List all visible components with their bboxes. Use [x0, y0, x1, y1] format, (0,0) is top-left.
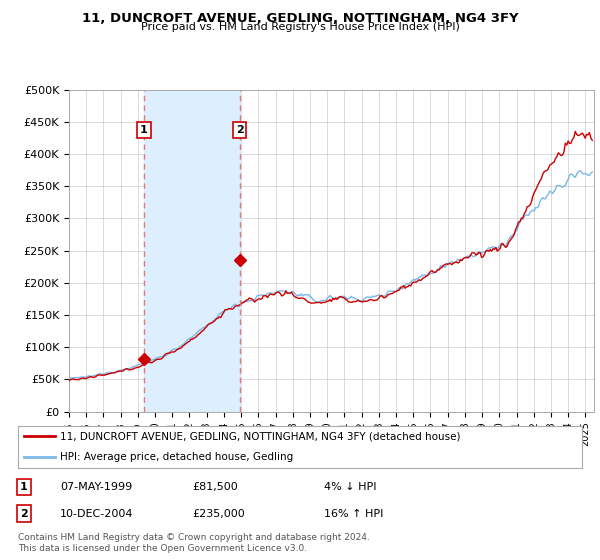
Text: HPI: Average price, detached house, Gedling: HPI: Average price, detached house, Gedl…	[60, 452, 293, 462]
Text: 10-DEC-2004: 10-DEC-2004	[60, 508, 133, 519]
Text: 11, DUNCROFT AVENUE, GEDLING, NOTTINGHAM, NG4 3FY: 11, DUNCROFT AVENUE, GEDLING, NOTTINGHAM…	[82, 12, 518, 25]
Text: 2: 2	[236, 125, 244, 135]
Text: £235,000: £235,000	[192, 508, 245, 519]
Text: 07-MAY-1999: 07-MAY-1999	[60, 482, 132, 492]
Text: 1: 1	[140, 125, 148, 135]
Text: Price paid vs. HM Land Registry's House Price Index (HPI): Price paid vs. HM Land Registry's House …	[140, 22, 460, 32]
Text: Contains HM Land Registry data © Crown copyright and database right 2024.
This d: Contains HM Land Registry data © Crown c…	[18, 533, 370, 553]
Text: 4% ↓ HPI: 4% ↓ HPI	[324, 482, 377, 492]
Text: 11, DUNCROFT AVENUE, GEDLING, NOTTINGHAM, NG4 3FY (detached house): 11, DUNCROFT AVENUE, GEDLING, NOTTINGHAM…	[60, 431, 461, 441]
Bar	[144, 90, 240, 412]
Text: £81,500: £81,500	[192, 482, 238, 492]
Text: 16% ↑ HPI: 16% ↑ HPI	[324, 508, 383, 519]
Text: 1: 1	[20, 482, 28, 492]
Text: 2: 2	[20, 508, 28, 519]
